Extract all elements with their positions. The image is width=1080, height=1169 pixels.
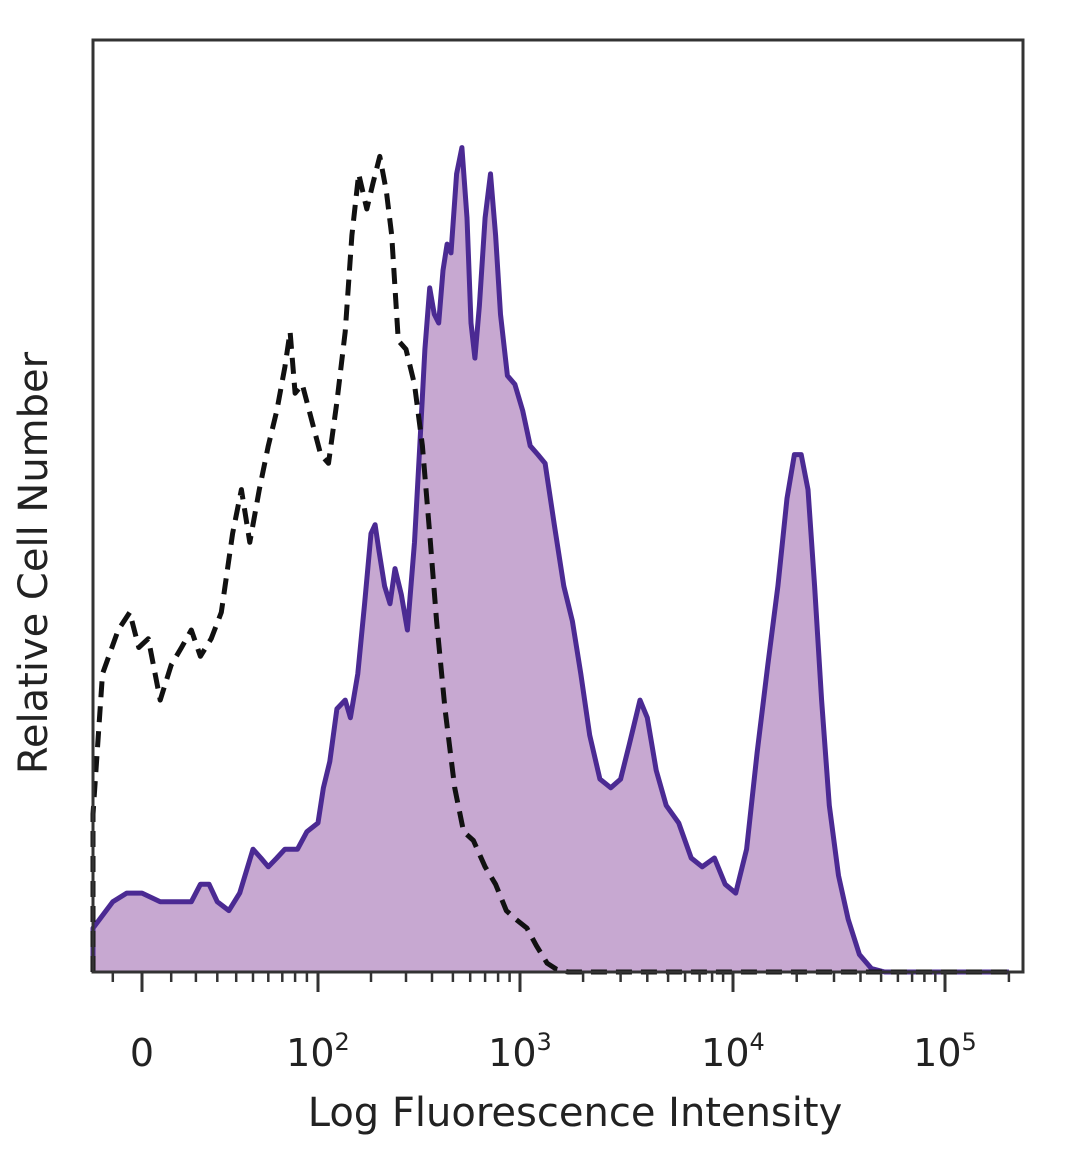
control-histogram-line [90,153,1009,975]
x-tick-label: 104 [701,1028,765,1075]
y-axis-title: Relative Cell Number [11,351,57,774]
x-tick-label: 103 [488,1028,552,1075]
x-tick-label: 102 [286,1028,350,1075]
plot-area [90,38,1025,975]
x-tick-label: 0 [130,1031,154,1075]
stained-histogram-line [90,145,1009,975]
stained-histogram-fill [93,147,1009,973]
x-axis-title: Log Fluorescence Intensity [308,1090,843,1136]
plot-frame [91,38,1025,974]
x-axis: 0 102 103 104 105 [111,972,1011,1075]
x-tick-label: 105 [913,1028,977,1075]
